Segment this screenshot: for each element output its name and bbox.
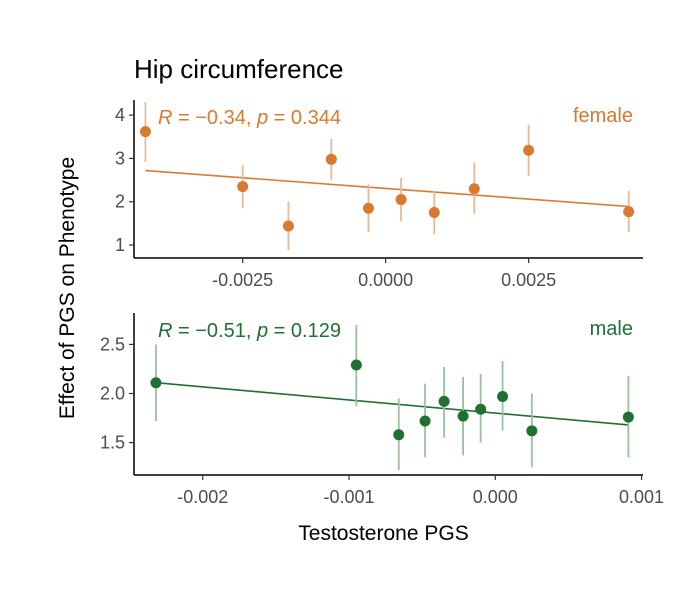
panel-female: 1 2 3 4 -0.0025 0.0000 0.0025 R = −0.34, p = 0.…: [115, 100, 643, 290]
data-point: [623, 206, 635, 218]
y-tick-label: 3: [115, 148, 125, 168]
data-point: [150, 377, 162, 389]
panel-male: 1.5 2.0 2.5 -0.002 -0.001 0.000 0.001 R = −0.51…: [100, 313, 664, 545]
y-axis-label: Effect of PGS on Phenotype: [56, 157, 79, 419]
data-point: [457, 410, 469, 422]
x-tick-label: 0.001: [619, 487, 664, 507]
data-point: [475, 403, 487, 415]
data-point: [438, 395, 450, 407]
x-tick-label: 0.0000: [358, 270, 413, 290]
x-tick-label: 0.000: [473, 487, 518, 507]
x-tick-label: 0.0025: [501, 270, 556, 290]
fit-line: [155, 381, 629, 426]
data-point: [350, 359, 362, 371]
stats-annotation: R = −0.34, p = 0.344: [158, 107, 341, 129]
data-point: [282, 220, 294, 232]
fit-line: [145, 169, 629, 208]
x-tick-label: -0.001: [323, 487, 374, 507]
data-point: [393, 429, 405, 441]
data-point: [428, 207, 440, 219]
y-tick-label: 4: [115, 105, 125, 125]
y-tick-label: 2: [115, 192, 125, 212]
chart-title: Hip circumference: [134, 54, 344, 84]
data-point: [523, 144, 535, 156]
stats-annotation: R = −0.51, p = 0.129: [158, 320, 341, 342]
y-tick-label: 1: [115, 235, 125, 255]
data-point: [325, 153, 337, 165]
data-point: [395, 194, 407, 206]
group-label: female: [573, 105, 633, 127]
x-axis-label: Testosterone PGS: [298, 522, 468, 545]
data-point: [468, 183, 480, 195]
x-tick-label: -0.002: [177, 487, 228, 507]
data-point: [139, 126, 151, 138]
data-point: [622, 411, 634, 423]
y-tick-label: 1.5: [100, 433, 125, 453]
data-point: [419, 415, 431, 427]
y-tick-label: 2.5: [100, 334, 125, 354]
data-point: [237, 181, 249, 193]
data-point: [526, 425, 538, 437]
data-point: [497, 390, 509, 402]
group-label: male: [590, 318, 633, 340]
x-tick-label: -0.0025: [212, 270, 273, 290]
y-tick-label: 2.0: [100, 384, 125, 404]
data-point: [362, 202, 374, 214]
